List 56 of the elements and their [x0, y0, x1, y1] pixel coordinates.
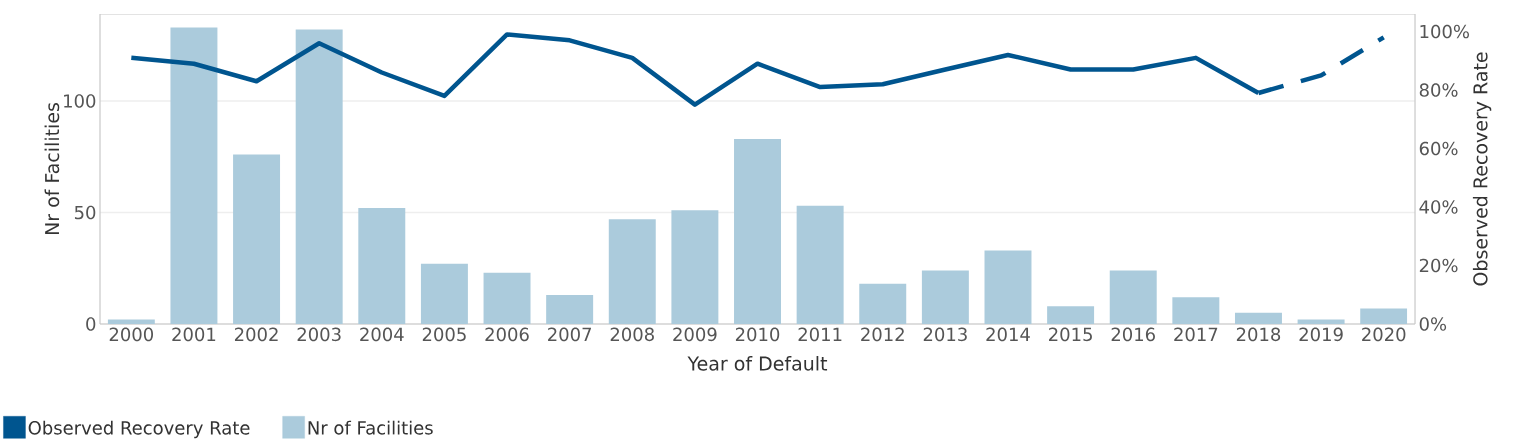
bar: [671, 210, 719, 324]
x-tick-label: 2015: [1049, 327, 1092, 342]
x-tick-label: 2008: [610, 327, 654, 342]
x-tick-label: 2020: [1362, 327, 1406, 342]
x-tick-label: 2003: [297, 327, 341, 342]
bar: [859, 283, 907, 324]
x-tick-label: 2007: [548, 327, 591, 342]
y-tick-label: 100: [64, 94, 96, 108]
bar: [608, 219, 656, 324]
bar: [420, 263, 468, 324]
y2-tick-label: 20%: [1419, 258, 1458, 273]
bar: [1172, 297, 1220, 324]
x-tick-label: 2017: [1174, 327, 1218, 342]
y2-axis-title: Observed Recovery Rate: [1472, 52, 1492, 286]
bar: [1234, 312, 1282, 324]
x-tick-label: 2002: [234, 327, 278, 342]
bar: [107, 319, 155, 324]
bar: [734, 138, 781, 324]
y-axis-title: Nr of Facilities: [44, 102, 60, 235]
y-tick-label: 50: [74, 205, 96, 220]
bar: [1047, 306, 1095, 324]
bar: [921, 270, 969, 324]
bar: [1360, 308, 1408, 324]
x-tick-label: 2014: [986, 327, 1030, 342]
y2-tick-label: 60%: [1419, 141, 1458, 156]
x-tick-label: 2000: [109, 327, 154, 342]
bar: [483, 272, 531, 324]
x-tick-label: 2009: [673, 327, 717, 342]
x-tick-label: 2004: [360, 327, 404, 342]
x-tick-label: 2016: [1111, 327, 1155, 342]
bar: [170, 27, 218, 324]
bar: [546, 295, 594, 324]
y2-tick-label: 40%: [1419, 200, 1458, 214]
bar: [295, 29, 343, 324]
legend-label: Observed Recovery Rate: [28, 420, 250, 439]
x-tick-label: 2018: [1236, 327, 1281, 342]
legend-label: Nr of Facilities: [308, 420, 433, 435]
bar: [984, 250, 1032, 324]
bar: [1109, 270, 1157, 324]
x-tick-label: 2001: [172, 327, 216, 342]
bar: [233, 154, 281, 324]
y2-tick-label: 0%: [1419, 317, 1447, 331]
y2-tick-label: 80%: [1419, 83, 1458, 97]
x-tick-label: 2006: [485, 327, 529, 342]
x-axis-title: Year of Default: [687, 356, 828, 371]
x-tick-label: 2012: [861, 327, 904, 342]
bar: [1297, 319, 1345, 324]
x-tick-label: 2013: [923, 327, 967, 342]
x-tick-label: 2005: [422, 327, 466, 342]
x-tick-label: 2019: [1299, 327, 1343, 342]
x-tick-label: 2011: [798, 327, 842, 342]
x-tick-label: 2010: [735, 327, 780, 342]
bar: [358, 208, 406, 324]
y-tick-label: 0: [86, 317, 96, 331]
y2-tick-label: 100%: [1420, 24, 1469, 39]
bar: [796, 205, 844, 324]
